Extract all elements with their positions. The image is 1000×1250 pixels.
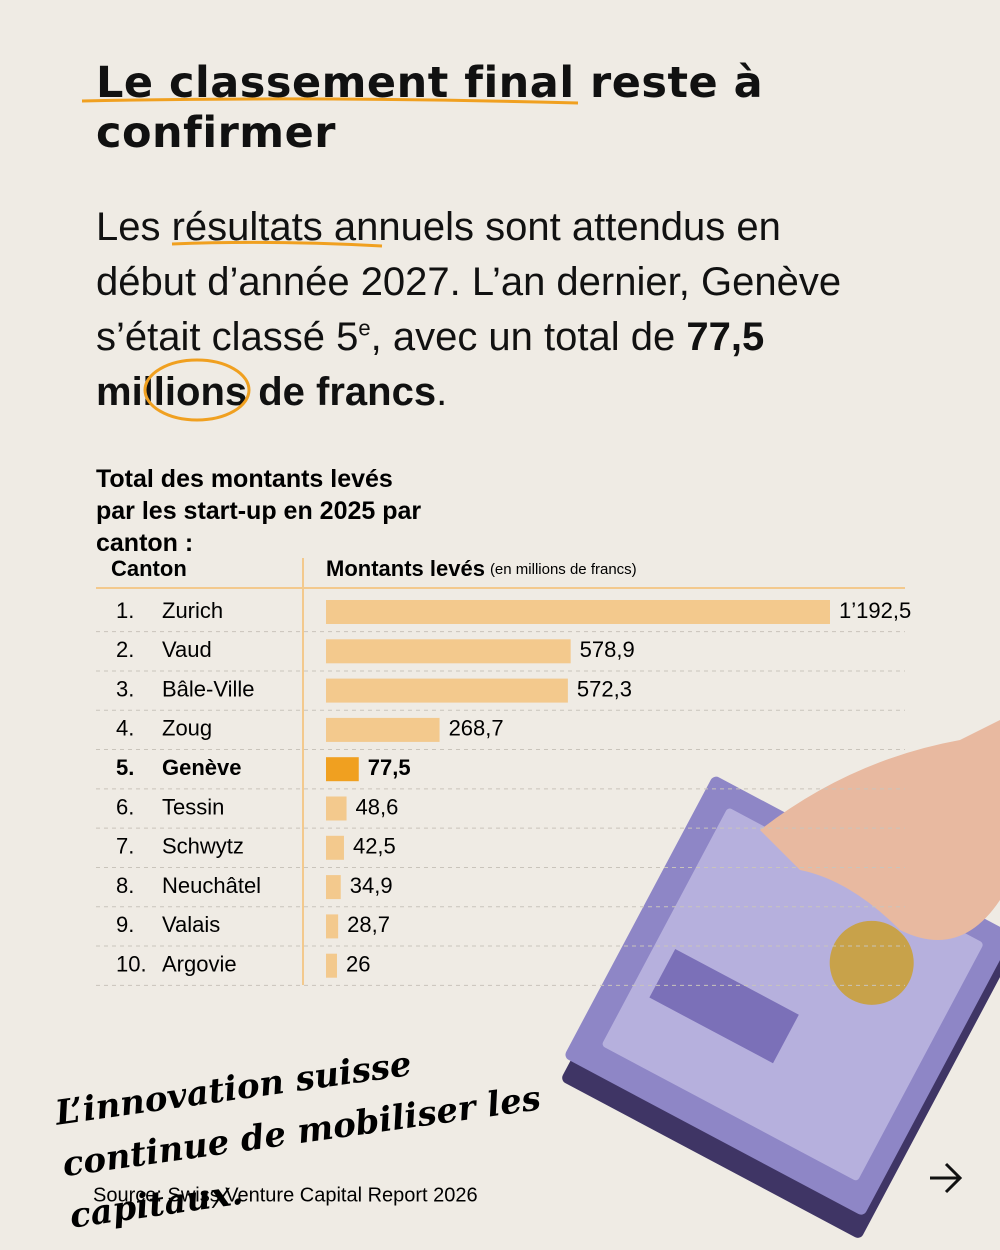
value-label: 42,5: [353, 834, 396, 859]
note-emblem: [829, 920, 914, 1005]
column-header: Montants levés (en millions de francs): [326, 556, 637, 581]
source: Source: Swiss Venture Capital Report 202…: [93, 1184, 478, 1206]
column-header: Canton: [111, 556, 187, 581]
category-label: Argovie: [162, 952, 237, 977]
bar: [326, 600, 830, 624]
rank: 1.: [116, 598, 134, 623]
bar: [326, 639, 571, 664]
rank: 5.: [116, 755, 134, 780]
bar: [326, 953, 337, 978]
text-line: par les start-up en 2025 par: [96, 497, 421, 525]
value-label: 268,7: [449, 716, 504, 741]
column-header: Montants levés: [326, 556, 485, 581]
paragraph-text: Les résultats annuels sont attendus en d…: [96, 205, 842, 359]
value-label: 28,7: [347, 912, 390, 937]
category-label: Zurich: [162, 598, 223, 623]
category-label: Valais: [162, 912, 220, 937]
rank: 2.: [116, 637, 134, 662]
unit-note: (en millions de francs): [490, 561, 637, 578]
rank: 4.: [116, 716, 134, 741]
rank: 10.: [116, 952, 147, 977]
rank: 3.: [116, 676, 134, 701]
bar: [326, 875, 341, 900]
category-label: Vaud: [162, 637, 212, 662]
note-numeral: [649, 948, 799, 1064]
value-label: 572,3: [577, 676, 632, 701]
category-label: Genève: [162, 755, 242, 780]
bar: [326, 678, 568, 703]
hand: [760, 720, 1000, 940]
value-label: 578,9: [580, 637, 635, 662]
superscript: e: [358, 315, 371, 341]
category-label: Zoug: [162, 716, 212, 741]
next-arrow[interactable]: [930, 1162, 963, 1194]
underline-stroke: [81, 97, 579, 105]
underline-stroke: [171, 240, 383, 248]
value-label: 1’192,5: [839, 598, 911, 623]
value-label: 77,5: [368, 755, 411, 780]
category-label: Bâle-Ville: [162, 676, 255, 701]
highlight-number: 77,5: [686, 315, 765, 359]
rank: 6.: [116, 794, 134, 819]
category-label: Schwytz: [162, 834, 244, 859]
chart-title: Total des montants levés par les start-up…: [96, 465, 421, 557]
text-line: canton :: [96, 529, 193, 557]
bar: [326, 914, 339, 939]
intro-paragraph: Les résultats annuels sont attendus en d…: [96, 200, 876, 420]
bar: [326, 717, 440, 742]
text-line: Total des montants levés: [96, 465, 393, 493]
paragraph-text: .: [436, 370, 448, 414]
category-label: Tessin: [162, 794, 224, 819]
category-label: Neuchâtel: [162, 873, 261, 898]
bar: [326, 757, 359, 782]
value-label: 34,9: [350, 873, 393, 898]
circle-stroke: [143, 358, 251, 422]
rank: 7.: [116, 834, 134, 859]
paragraph-text: , avec un total de: [370, 315, 687, 359]
rank: 8.: [116, 873, 134, 898]
rank: 9.: [116, 912, 134, 937]
value-label: 26: [346, 952, 370, 977]
bar: [326, 796, 347, 821]
value-label: 48,6: [356, 794, 399, 819]
bar: [326, 835, 344, 860]
